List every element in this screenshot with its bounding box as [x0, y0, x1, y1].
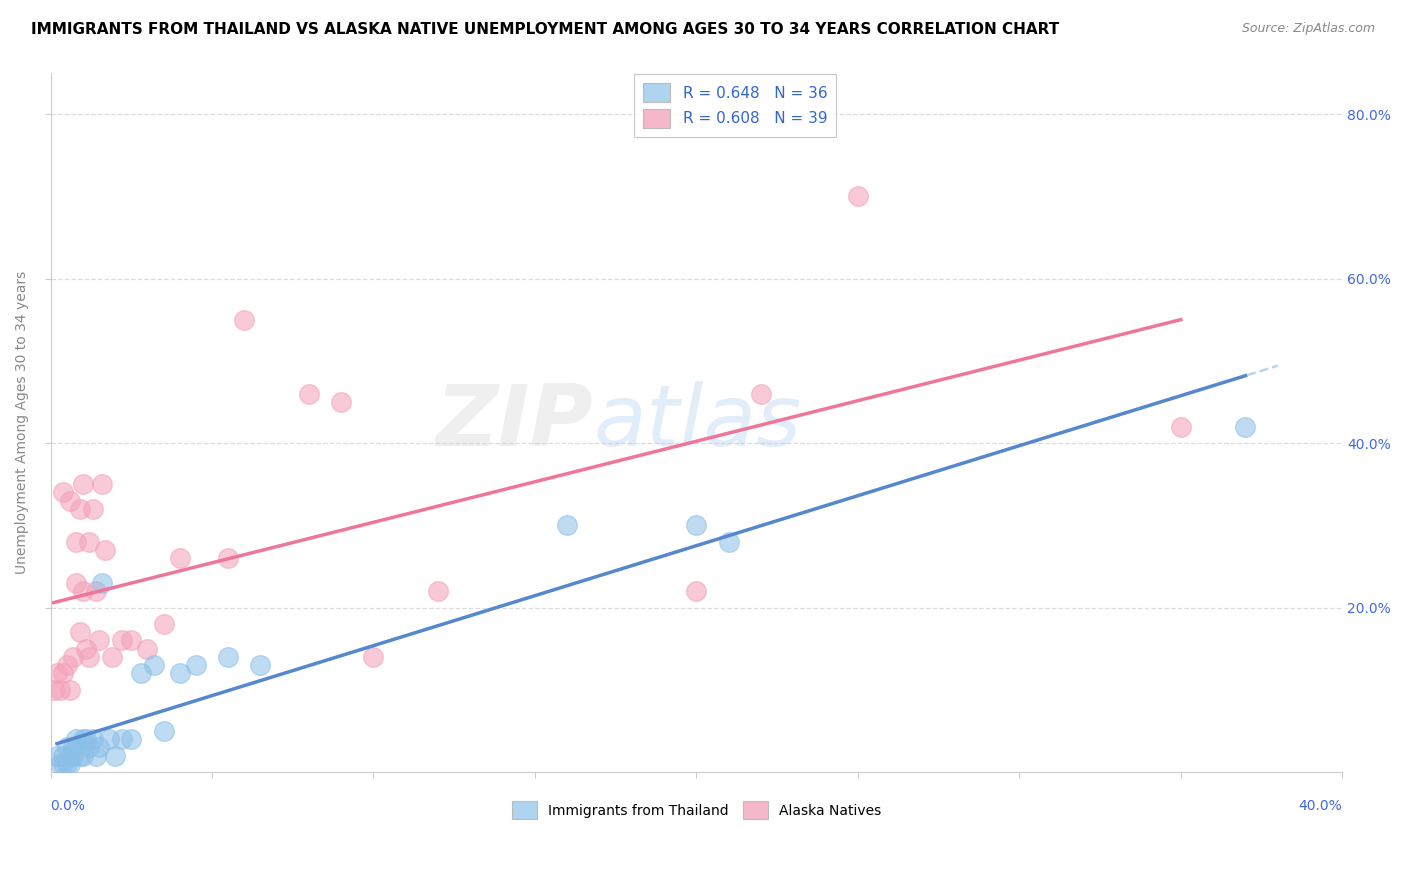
Point: [72, 584, 94, 599]
Point: [69, 625, 91, 640]
Y-axis label: Unemployment Among Ages 30 to 34 years: Unemployment Among Ages 30 to 34 years: [15, 271, 30, 574]
Point: [110, 732, 132, 747]
Point: [685, 584, 707, 599]
Point: [46, 666, 69, 681]
Point: [52, 748, 75, 763]
Point: [46, 748, 69, 763]
Point: [217, 551, 239, 566]
Point: [52, 485, 75, 500]
Point: [152, 617, 174, 632]
Point: [59, 682, 82, 697]
Point: [427, 584, 450, 599]
Text: 40.0%: 40.0%: [1299, 799, 1343, 814]
Point: [749, 386, 772, 401]
Point: [55, 756, 77, 771]
Point: [75, 732, 97, 747]
Point: [52, 756, 75, 771]
Legend: Immigrants from Thailand, Alaska Natives: Immigrants from Thailand, Alaska Natives: [506, 796, 886, 824]
Point: [82, 501, 104, 516]
Point: [62, 740, 84, 755]
Point: [65, 740, 87, 755]
Point: [110, 633, 132, 648]
Point: [59, 493, 82, 508]
Point: [52, 666, 75, 681]
Point: [69, 501, 91, 516]
Point: [75, 641, 97, 656]
Point: [217, 649, 239, 664]
Text: atlas: atlas: [593, 381, 801, 464]
Point: [101, 649, 124, 664]
Text: Source: ZipAtlas.com: Source: ZipAtlas.com: [1241, 22, 1375, 36]
Point: [84, 748, 107, 763]
Point: [87, 633, 110, 648]
Point: [136, 641, 159, 656]
Point: [142, 658, 165, 673]
Point: [129, 666, 152, 681]
Point: [77, 649, 100, 664]
Point: [72, 477, 94, 491]
Point: [91, 575, 114, 590]
Point: [55, 658, 77, 673]
Point: [104, 748, 127, 763]
Point: [233, 312, 256, 326]
Point: [82, 732, 104, 747]
Point: [65, 732, 87, 747]
Point: [1170, 419, 1192, 434]
Point: [169, 551, 191, 566]
Point: [717, 534, 740, 549]
Point: [69, 748, 91, 763]
Point: [42, 682, 65, 697]
Point: [59, 756, 82, 771]
Point: [77, 740, 100, 755]
Point: [184, 658, 207, 673]
Point: [152, 723, 174, 738]
Point: [49, 756, 72, 771]
Text: ZIP: ZIP: [436, 381, 593, 464]
Point: [65, 534, 87, 549]
Point: [363, 649, 385, 664]
Point: [62, 748, 84, 763]
Point: [846, 189, 869, 203]
Point: [84, 584, 107, 599]
Text: IMMIGRANTS FROM THAILAND VS ALASKA NATIVE UNEMPLOYMENT AMONG AGES 30 TO 34 YEARS: IMMIGRANTS FROM THAILAND VS ALASKA NATIV…: [31, 22, 1059, 37]
Point: [72, 732, 94, 747]
Point: [94, 543, 117, 558]
Point: [87, 740, 110, 755]
Point: [555, 518, 578, 533]
Point: [62, 649, 84, 664]
Point: [120, 732, 142, 747]
Point: [169, 666, 191, 681]
Point: [49, 682, 72, 697]
Point: [65, 575, 87, 590]
Point: [72, 748, 94, 763]
Point: [685, 518, 707, 533]
Text: 0.0%: 0.0%: [51, 799, 86, 814]
Point: [1234, 419, 1257, 434]
Point: [77, 534, 100, 549]
Point: [120, 633, 142, 648]
Point: [55, 740, 77, 755]
Point: [298, 386, 321, 401]
Point: [91, 477, 114, 491]
Point: [59, 748, 82, 763]
Point: [249, 658, 271, 673]
Point: [97, 732, 120, 747]
Point: [330, 395, 353, 409]
